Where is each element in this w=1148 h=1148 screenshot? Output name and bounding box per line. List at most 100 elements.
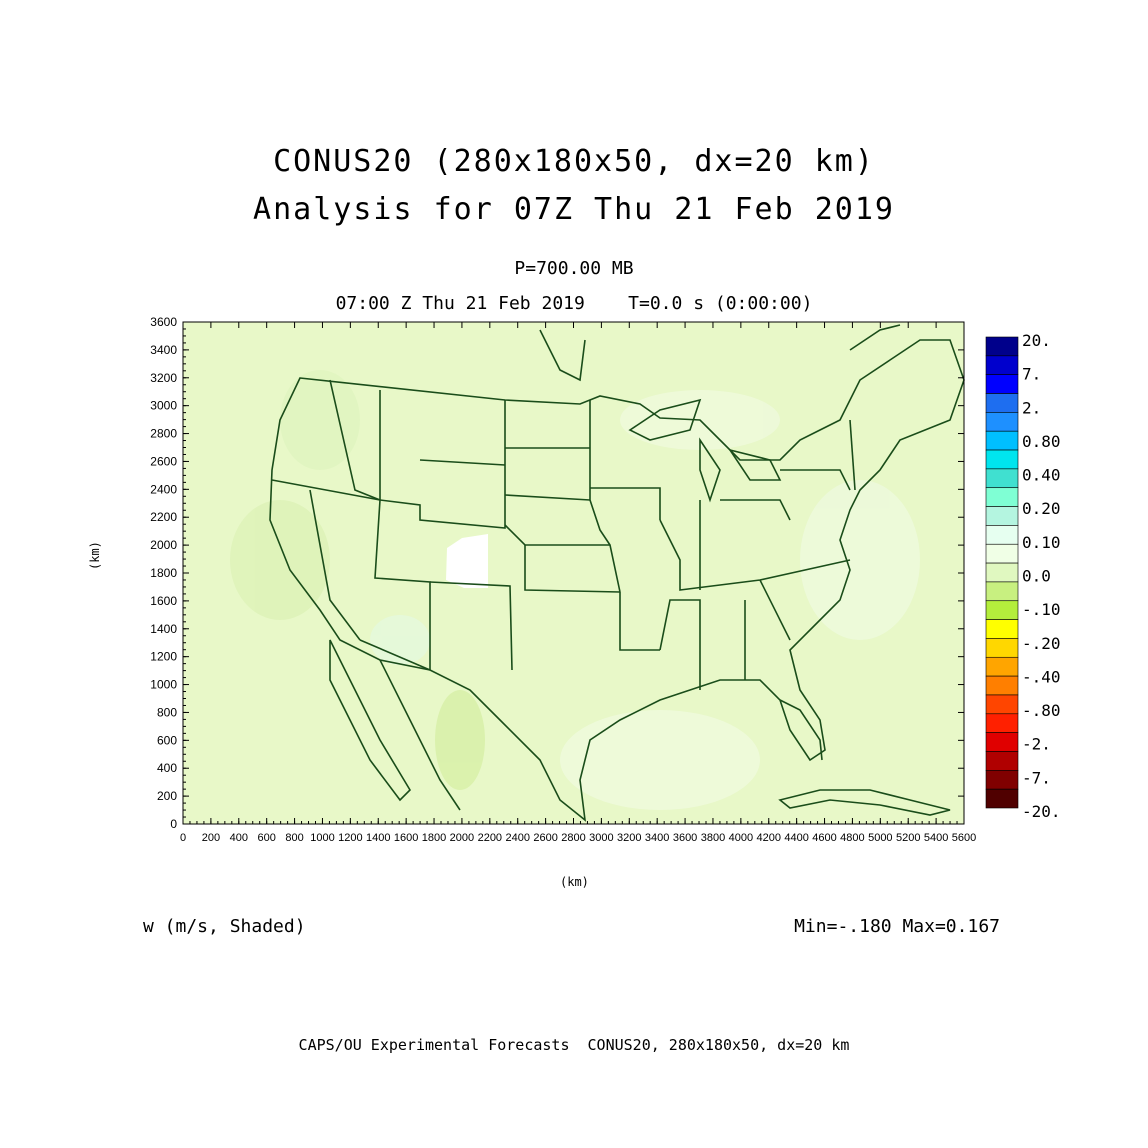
y-tick-label: 1400 xyxy=(150,622,177,636)
colorbar-label: 0.10 xyxy=(1022,533,1061,552)
colorbar-swatch xyxy=(985,487,1019,507)
colorbar-swatch xyxy=(985,355,1019,375)
x-tick-label: 2200 xyxy=(478,832,502,844)
x-tick-label: 5000 xyxy=(868,832,892,844)
y-tick-label: 2200 xyxy=(150,510,177,524)
colorbar: 20. 7. 2. 0.80 0.40 0.20 0.10 0.0 -.10 -.20 -.40 -.… xyxy=(985,331,1061,821)
x-axis-label: (km) xyxy=(560,875,589,889)
colorbar-swatch xyxy=(985,751,1019,771)
y-tick-label: 0 xyxy=(170,817,177,831)
x-tick-label: 5200 xyxy=(896,832,920,844)
colorbar-swatch xyxy=(985,525,1019,545)
map-outlines xyxy=(269,324,965,822)
y-tick-label: 600 xyxy=(157,733,177,747)
field-name: w (m/s, Shaded) xyxy=(143,916,306,937)
colorbar-swatch xyxy=(985,412,1019,432)
colorbar-swatch xyxy=(985,788,1019,809)
y-tick-label: 1800 xyxy=(150,566,177,580)
colorbar-swatch xyxy=(985,543,1019,564)
x-tick-label: 5400 xyxy=(924,832,948,844)
colorbar-label: -.20 xyxy=(1022,634,1061,653)
colorbar-swatch xyxy=(985,638,1019,658)
y-tick-label: 2800 xyxy=(150,427,177,441)
colorbar-swatch xyxy=(985,393,1019,413)
x-tick-label: 200 xyxy=(202,832,220,844)
colorbar-swatch xyxy=(985,562,1019,583)
colorbar-label: 0.20 xyxy=(1022,499,1061,518)
time-label: 07:00 Z Thu 21 Feb 2019 T=0.0 s (0:00:00… xyxy=(335,293,813,314)
colorbar-label: 20. xyxy=(1022,331,1051,350)
x-tick-label: 5600 xyxy=(952,832,976,844)
x-tick-label: 1000 xyxy=(310,832,334,844)
colorbar-label: -.10 xyxy=(1022,600,1061,619)
colorbar-swatch xyxy=(985,675,1019,696)
colorbar-label: 0.80 xyxy=(1022,432,1061,451)
colorbar-label: 0.40 xyxy=(1022,466,1061,485)
min-max-label: Min=-.180 Max=0.167 xyxy=(794,916,1000,937)
x-tick-label: 4800 xyxy=(840,832,864,844)
colorbar-label: 0.0 xyxy=(1022,567,1051,586)
field-shading xyxy=(230,370,920,810)
x-axis: 0 200 400 600 800 1000 1200 1400 1600 1800 2000 220… xyxy=(180,322,976,844)
x-tick-label: 800 xyxy=(285,832,303,844)
x-tick-label: 1800 xyxy=(422,832,446,844)
y-tick-label: 200 xyxy=(157,789,177,803)
x-tick-label: 2400 xyxy=(505,832,529,844)
colorbar-label: -2. xyxy=(1022,735,1051,754)
level-label: P=700.00 MB xyxy=(514,258,634,279)
x-tick-label: 2600 xyxy=(533,832,557,844)
colorbar-swatch xyxy=(985,656,1019,677)
missing-data-area xyxy=(446,534,488,588)
colorbar-swatch xyxy=(985,619,1019,639)
x-tick-label: 600 xyxy=(257,832,275,844)
x-tick-label: 4600 xyxy=(812,832,836,844)
footer-text: CAPS/OU Experimental Forecasts CONUS20, … xyxy=(298,1036,850,1054)
title-line1: CONUS20 (280x180x50, dx=20 km) xyxy=(273,144,875,179)
y-tick-label: 2400 xyxy=(150,482,177,496)
x-tick-label: 3800 xyxy=(701,832,725,844)
colorbar-label: -.40 xyxy=(1022,667,1061,686)
x-tick-label: 3400 xyxy=(645,832,669,844)
y-tick-label: 1600 xyxy=(150,594,177,608)
colorbar-label: 2. xyxy=(1022,398,1041,417)
title-line2: Analysis for 07Z Thu 21 Feb 2019 xyxy=(253,192,895,227)
x-tick-label: 400 xyxy=(230,832,248,844)
y-tick-label: 3400 xyxy=(150,343,177,357)
colorbar-label: -20. xyxy=(1022,802,1061,821)
colorbar-label: -7. xyxy=(1022,768,1051,787)
y-tick-label: 400 xyxy=(157,761,177,775)
colorbar-swatch xyxy=(985,713,1019,733)
colorbar-swatch xyxy=(985,506,1019,526)
colorbar-swatch xyxy=(985,449,1019,470)
y-tick-label: 2600 xyxy=(150,454,177,468)
colorbar-swatch xyxy=(985,430,1019,451)
x-tick-label: 4200 xyxy=(757,832,781,844)
x-tick-label: 2800 xyxy=(561,832,585,844)
y-tick-label: 800 xyxy=(157,705,177,719)
colorbar-swatch xyxy=(985,770,1019,790)
x-tick-label: 4000 xyxy=(729,832,753,844)
y-tick-label: 3600 xyxy=(150,315,177,329)
colorbar-swatch xyxy=(985,600,1019,620)
colorbar-swatch xyxy=(985,581,1019,602)
y-axis: 0 200 400 600 800 1000 1200 1400 1600 1800 2000 220… xyxy=(150,315,964,831)
y-tick-label: 1000 xyxy=(150,678,177,692)
y-tick-label: 2000 xyxy=(150,538,177,552)
x-tick-label: 2000 xyxy=(450,832,474,844)
y-tick-label: 3200 xyxy=(150,371,177,385)
x-tick-label: 4400 xyxy=(784,832,808,844)
colorbar-swatch xyxy=(985,468,1019,489)
y-axis-label: (km) xyxy=(88,541,102,570)
x-tick-label: 1400 xyxy=(366,832,390,844)
x-tick-label: 1200 xyxy=(338,832,362,844)
colorbar-swatch xyxy=(985,374,1019,394)
x-tick-label: 0 xyxy=(180,832,186,844)
y-tick-label: 3000 xyxy=(150,399,177,413)
x-tick-label: 1600 xyxy=(394,832,418,844)
x-tick-label: 3600 xyxy=(673,832,697,844)
colorbar-swatch xyxy=(985,336,1019,357)
x-tick-label: 3000 xyxy=(589,832,613,844)
colorbar-swatch xyxy=(985,694,1019,715)
y-tick-label: 1200 xyxy=(150,650,177,664)
